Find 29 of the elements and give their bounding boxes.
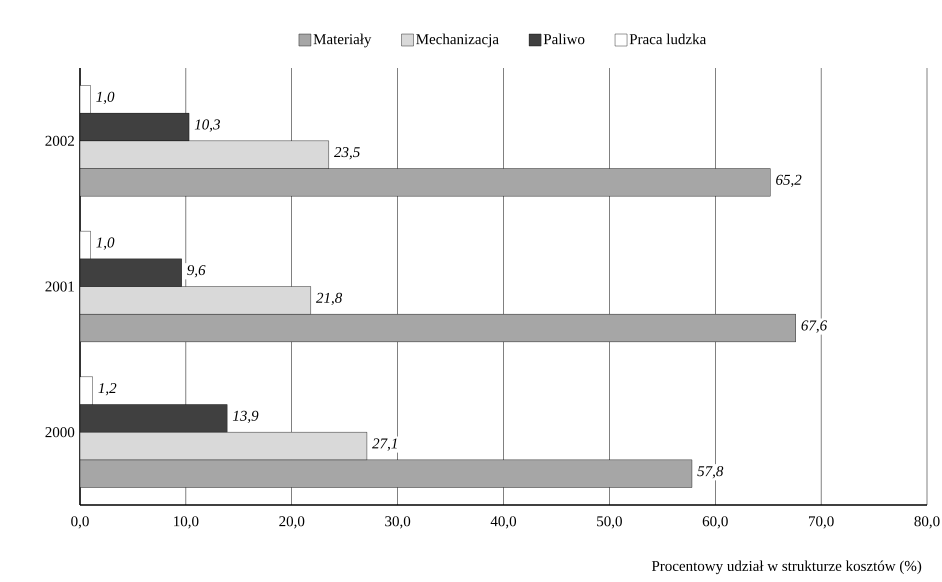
x-tick-label: 80,0 bbox=[914, 516, 940, 528]
x-tick-label: 20,0 bbox=[279, 516, 304, 528]
x-tick-label: 40,0 bbox=[490, 516, 516, 528]
data-label: 67,6 bbox=[802, 320, 828, 333]
data-label: 1,2 bbox=[98, 383, 116, 396]
x-tick-label: 10,0 bbox=[174, 516, 198, 528]
y-tick-label: 2002 bbox=[45, 136, 74, 146]
y-tick-label: 2001 bbox=[45, 281, 74, 292]
x-axis-title: Procentowy udział w strukturze kosztów (%) bbox=[652, 560, 922, 574]
legend-label: Mechanizacja bbox=[416, 34, 499, 48]
data-label: 65,2 bbox=[776, 174, 802, 188]
data-label: 13,9 bbox=[232, 410, 258, 423]
legend-label: Paliwo bbox=[544, 34, 584, 44]
data-label: 9,6 bbox=[187, 265, 206, 278]
data-label: 10,3 bbox=[194, 119, 220, 132]
x-tick-label: 50,0 bbox=[597, 516, 622, 528]
x-tick-label: 0,0 bbox=[71, 516, 89, 528]
x-tick-label: 30,0 bbox=[385, 516, 410, 528]
data-label: 23,5 bbox=[334, 147, 360, 160]
data-label: 1,0 bbox=[96, 237, 114, 250]
data-label: 21,8 bbox=[316, 292, 342, 306]
x-tick-label: 70,0 bbox=[808, 516, 834, 528]
legend-label: Materiały bbox=[314, 34, 372, 48]
data-label: 1,0 bbox=[96, 92, 114, 104]
legend-label: Praca ludzka bbox=[630, 34, 706, 44]
data-label: 27,1 bbox=[372, 438, 397, 451]
y-tick-label: 2000 bbox=[45, 427, 74, 438]
x-tick-label: 60,0 bbox=[702, 516, 728, 528]
data-label: 57,8 bbox=[697, 466, 724, 478]
